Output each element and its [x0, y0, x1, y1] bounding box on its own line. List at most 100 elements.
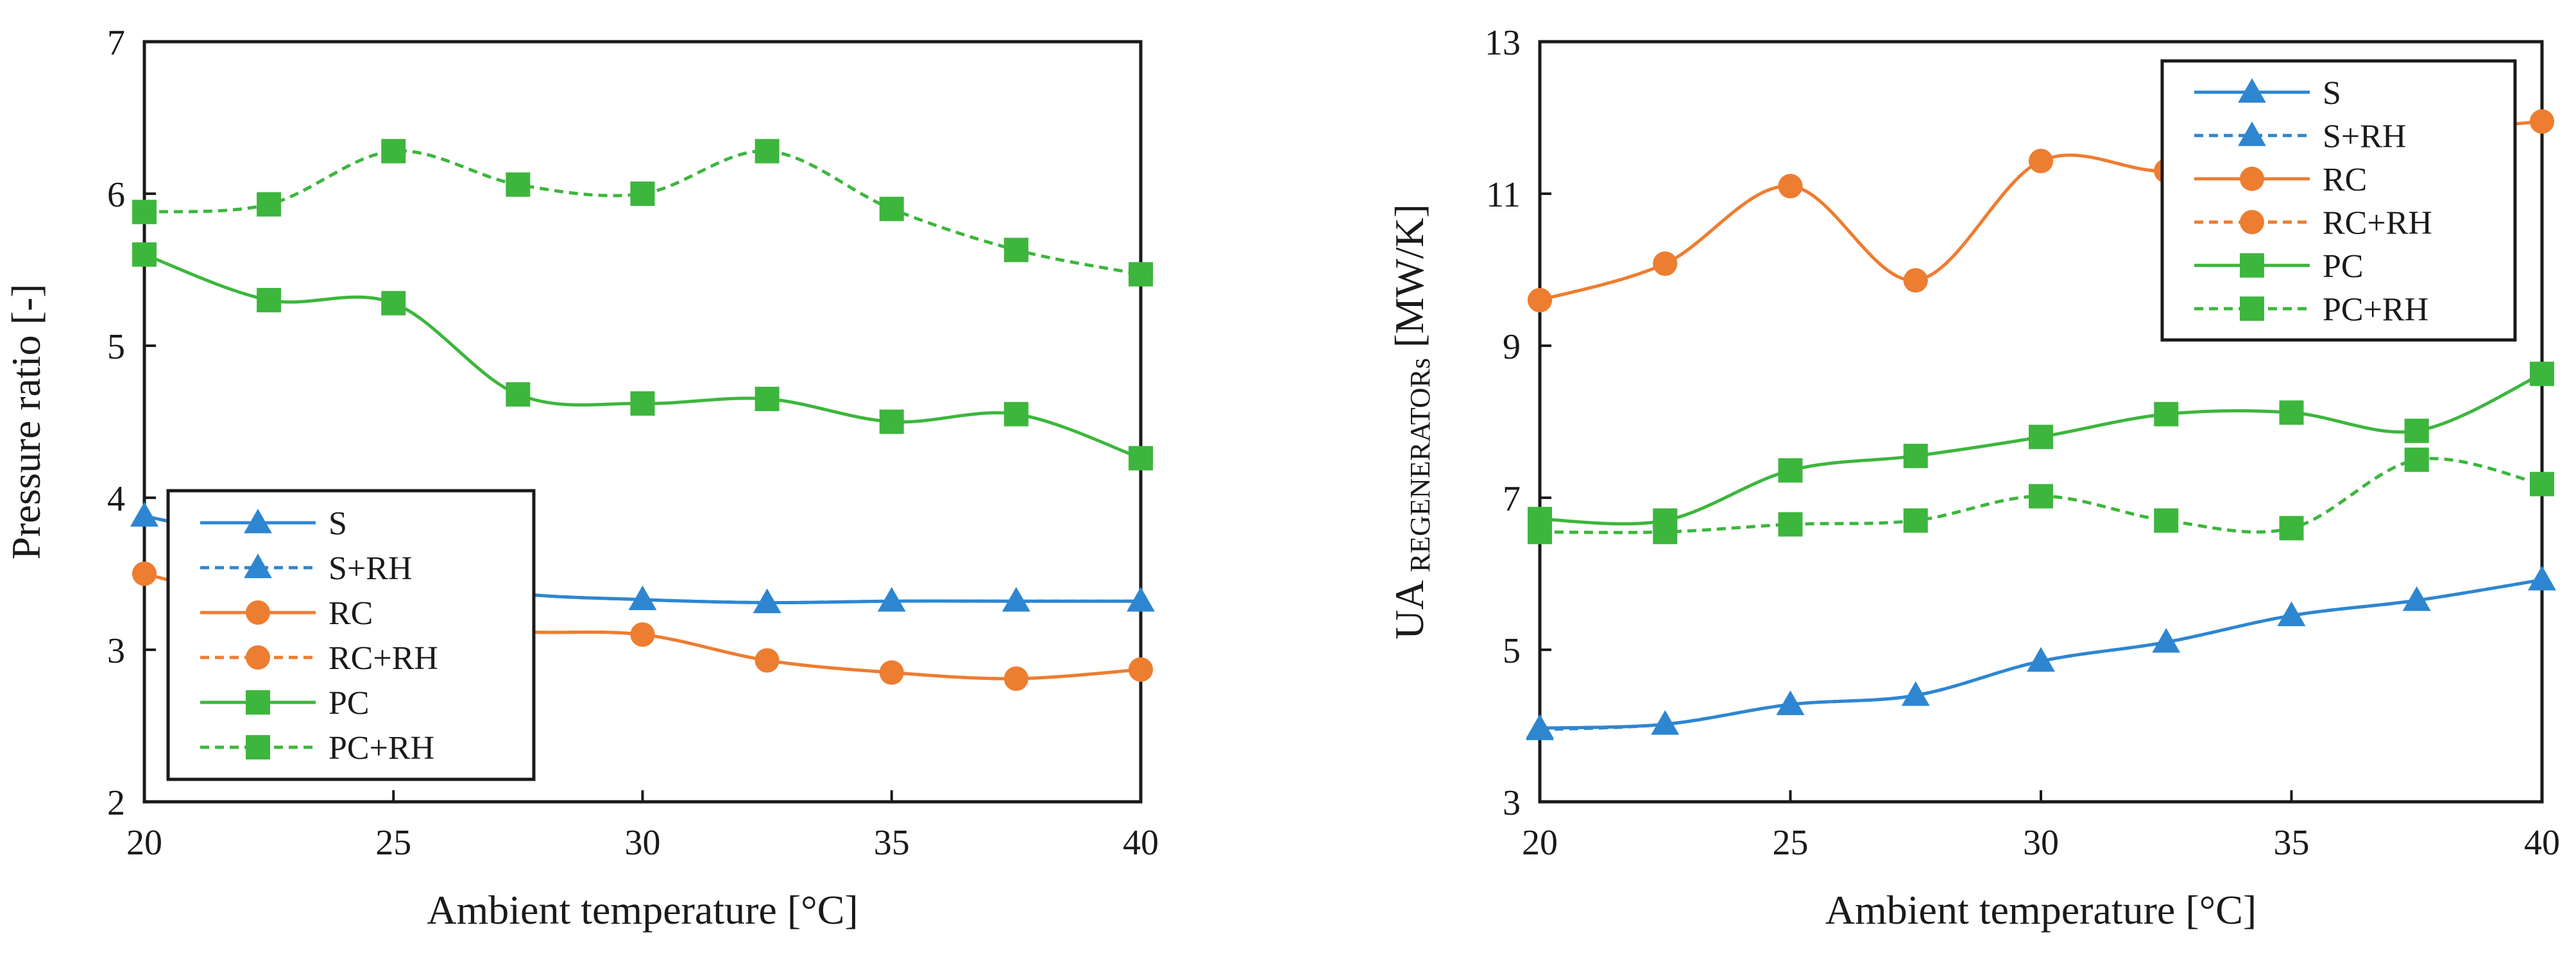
x-tick-label: 40: [1123, 823, 1159, 863]
data-point-pc: [2029, 425, 2053, 450]
data-point-pc: [1129, 446, 1153, 471]
chart-1: 20 25 30 35 40 2 3 4 5 6 7 Ambient temperature [°C]…: [3, 23, 1159, 933]
legend-box: [2160, 59, 2517, 342]
y-axis-title-subscript: REGENERATORs: [1404, 358, 1436, 572]
data-point-pc-rh: [2154, 508, 2179, 533]
legend-label: S+RH: [2323, 118, 2406, 155]
data-point-pc: [1778, 458, 1803, 483]
legend-label: S: [2323, 75, 2341, 112]
data-point-pc-rh: [2404, 447, 2429, 472]
x-axis-title: Ambient temperature [°C]: [1825, 887, 2256, 933]
legend-label: S: [328, 505, 347, 542]
legend-swatch-marker: [246, 645, 270, 670]
data-point-pc-rh: [1528, 520, 1552, 545]
x-tick-label: 35: [874, 823, 910, 863]
legend-label: RC+RH: [2323, 205, 2432, 241]
data-point-s-rh: [2402, 586, 2431, 611]
y-tick-label: 4: [107, 479, 125, 519]
legend-box: [166, 489, 536, 781]
data-point-pc-rh: [2279, 516, 2304, 541]
legend-label: PC+RH: [2323, 291, 2428, 328]
data-point-pc: [755, 386, 780, 411]
legend-label: PC+RH: [328, 730, 434, 767]
x-tick-label: 25: [375, 823, 411, 863]
legend-swatch-marker: [244, 554, 272, 579]
data-point-pc-rh: [2029, 484, 2053, 509]
data-point-s-rh: [2152, 628, 2181, 653]
data-point-pc-rh: [1129, 262, 1153, 287]
data-point-rc-rh: [879, 660, 904, 685]
y-axis-title: Pressure ratio [-]: [3, 284, 49, 559]
data-point-rc-rh: [630, 622, 655, 647]
legend-swatch-marker: [246, 600, 270, 625]
y-axis-title-main: UA: [1386, 572, 1432, 640]
data-point-s-rh: [877, 587, 906, 612]
y-tick-label: 3: [107, 631, 125, 671]
data-point-pc-rh: [630, 182, 655, 206]
data-point-pc-rh: [132, 199, 157, 225]
data-point-pc: [381, 291, 406, 316]
legend-label: PC: [2323, 248, 2364, 285]
data-point-rc-rh: [1653, 251, 1678, 276]
data-point-rc-rh: [1129, 657, 1153, 682]
data-point-s-rh: [1127, 587, 1155, 612]
x-tick-label: 35: [2274, 823, 2310, 863]
data-point-rc-rh: [132, 561, 157, 586]
legend-label: S+RH: [328, 550, 412, 587]
data-point-s-rh: [1526, 715, 1554, 740]
data-point-pc: [2279, 400, 2304, 425]
series-line-pc-rh: [144, 149, 1141, 276]
data-point-s-rh: [2027, 647, 2055, 672]
legend-swatch-marker: [2240, 210, 2264, 235]
legend-swatch-marker: [244, 509, 272, 534]
x-tick-label: 20: [126, 823, 162, 863]
data-point-rc-rh: [1003, 666, 1028, 691]
legend-swatch-marker: [2238, 121, 2266, 146]
y-tick-label: 11: [1486, 175, 1521, 215]
data-point-pc: [1003, 402, 1028, 427]
data-point-rc-rh: [1778, 174, 1803, 199]
legend-label: RC: [328, 595, 373, 632]
data-point-pc-rh: [755, 139, 780, 164]
legend-label: RC+RH: [328, 640, 438, 677]
data-point-s-rh: [1901, 681, 1930, 706]
data-point-rc-rh: [2029, 149, 2053, 174]
x-tick-label: 20: [1522, 823, 1558, 863]
data-point-pc: [506, 382, 531, 407]
legend: S S+RH RC RC+RH PC PC+RH: [2160, 59, 2517, 342]
data-point-pc: [132, 242, 157, 267]
legend-swatch-marker: [2240, 296, 2264, 321]
y-tick-label: 5: [1503, 631, 1521, 671]
legend-label: RC: [2323, 162, 2367, 198]
data-point-pc-rh: [879, 196, 904, 221]
y-tick-label: 5: [107, 327, 125, 367]
data-point-pc: [1903, 443, 1928, 468]
data-point-pc-rh: [1903, 508, 1928, 533]
data-point-s-rh: [753, 588, 781, 613]
data-point-pc: [257, 287, 282, 312]
data-point-pc: [2530, 361, 2554, 386]
data-point-rc-rh: [2530, 109, 2554, 134]
data-point-s-rh: [628, 585, 657, 611]
data-point-s-rh: [2277, 601, 2306, 627]
legend-swatch-marker: [246, 735, 270, 759]
y-axis-title: UA REGENERATORs [MW/K]: [1386, 204, 1436, 640]
legend-swatch-marker: [2240, 166, 2264, 191]
y-tick-label: 7: [107, 23, 125, 63]
data-point-pc: [2154, 402, 2179, 427]
data-point-s-rh: [1776, 690, 1805, 715]
data-point-s-rh: [2528, 566, 2556, 591]
data-point-pc-rh: [1653, 520, 1678, 545]
y-tick-label: 2: [107, 783, 125, 823]
data-point-s-rh: [1002, 587, 1030, 612]
x-axis-title: Ambient temperature [°C]: [427, 887, 858, 933]
y-tick-label: 6: [107, 175, 125, 215]
data-point-s-rh: [1651, 710, 1680, 735]
data-point-rc-rh: [1903, 268, 1928, 293]
series-line-pc: [144, 253, 1141, 460]
data-point-rc-rh: [1528, 287, 1552, 312]
data-point-pc-rh: [1003, 237, 1028, 262]
x-tick-label: 25: [1773, 823, 1809, 863]
